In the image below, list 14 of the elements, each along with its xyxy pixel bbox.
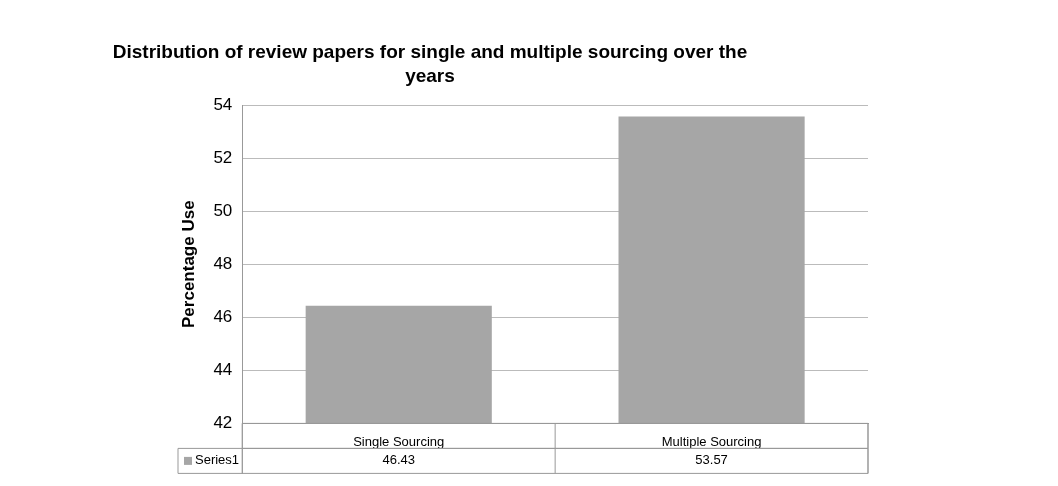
- x-tick-label: Multiple Sourcing: [661, 433, 762, 449]
- y-tick-label: 42: [213, 413, 233, 433]
- chart-title: Distribution of review papers for single and multiple sourcing over the years: [111, 40, 749, 88]
- y-tick-label: 44: [213, 360, 233, 380]
- y-tick-label: 50: [213, 200, 233, 220]
- y-axis-title: Percentage Use: [178, 200, 198, 328]
- data-label: 46.43: [382, 452, 416, 468]
- y-tick-label: 46: [213, 306, 233, 326]
- legend-label: Series1: [195, 452, 240, 468]
- y-tick-label: 48: [213, 253, 233, 273]
- y-tick-label: 54: [213, 94, 233, 114]
- y-tick-label: 52: [213, 147, 233, 167]
- x-tick-label: Single Sourcing: [353, 433, 445, 449]
- data-label: 53.57: [695, 452, 728, 468]
